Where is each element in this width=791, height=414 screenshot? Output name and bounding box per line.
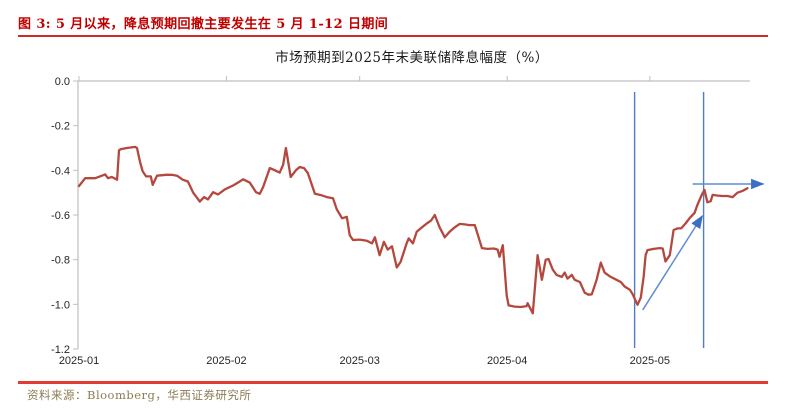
- y-axis-label: -0.6: [51, 210, 70, 222]
- x-axis-label: 2025-02: [206, 355, 246, 367]
- y-axis-label: -0.4: [51, 165, 70, 177]
- x-axis-label: 2025-05: [630, 355, 670, 367]
- data-line: [77, 145, 749, 315]
- y-axis-label: -1.2: [51, 344, 70, 356]
- rebound-arrow: [642, 214, 703, 311]
- y-axis-label: -1.0: [51, 299, 70, 311]
- x-axis-label: 2025-04: [487, 355, 527, 367]
- y-axis-label: -0.8: [51, 255, 70, 267]
- figure-caption: 图 3: 5 月以来，降息预期回撤主要发生在 5 月 1-12 日期间: [18, 17, 389, 32]
- y-axis-label: -0.2: [51, 121, 70, 133]
- source-text: 资料来源：Bloomberg，华西证券研究所: [27, 388, 252, 402]
- caption-underline: [18, 35, 768, 37]
- y-axis-label: 0.0: [55, 76, 70, 88]
- x-axis-label: 2025-01: [59, 355, 99, 367]
- source-rule: [18, 381, 768, 384]
- x-axis-label: 2025-03: [339, 355, 379, 367]
- chart-title: 市场预期到2025年末美联储降息幅度（%）: [275, 50, 549, 66]
